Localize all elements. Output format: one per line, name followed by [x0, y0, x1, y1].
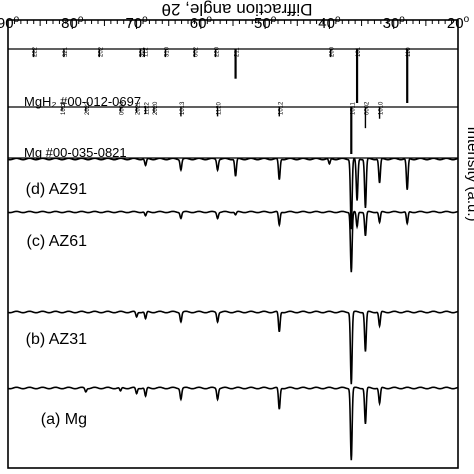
spectrum-label: (a) Mg — [41, 411, 87, 428]
reference-panel: MgH₂ #00-012-0697 110 101 200 211 220 002 310 11… — [24, 46, 412, 109]
reference-line-label: 2020 — [153, 101, 159, 115]
x-axis-ticks — [7, 20, 459, 29]
reference-line-label: 1120 — [217, 101, 223, 115]
reference-line-label: 321 — [63, 46, 69, 57]
reference-line-label: 310 — [165, 46, 171, 57]
x-tick-label: 80o — [61, 14, 84, 32]
reference-line-label: 202 — [98, 46, 104, 57]
reference-line-label: 220 — [215, 46, 221, 57]
x-tick-label: 30o — [383, 14, 406, 32]
y-axis-label: Intensity (a.u.) — [464, 126, 474, 221]
spectrum-line — [7, 310, 459, 385]
reference-line-label: 1012 — [278, 101, 284, 115]
spectrum-line — [7, 210, 459, 273]
reference-line-label: 301 — [139, 46, 145, 57]
spectrum: (d) AZ91 — [7, 157, 459, 230]
spectrum-label: (d) AZ91 — [26, 181, 87, 198]
reference-line-label: 101 — [356, 46, 362, 57]
x-tick-label: 50o — [254, 14, 277, 32]
reference-line-label: 110 — [406, 47, 412, 57]
spectrum: (a) Mg — [7, 386, 459, 461]
reference-line-label: 0002 — [364, 101, 370, 115]
reference-panels: MgH₂ #00-012-069711010120021122000231011… — [8, 46, 458, 160]
spectrum-line — [7, 157, 459, 230]
spectrum-line — [7, 386, 459, 461]
reference-line-label: 0004 — [120, 101, 126, 115]
reference-line-label: 222 — [33, 46, 39, 57]
reference-line-label: 1014 — [61, 101, 67, 115]
reference-line-label: 1013 — [180, 101, 186, 115]
reference-line-label: 200 — [330, 46, 336, 57]
reference-line-label: 2022 — [85, 101, 91, 115]
x-tick-label: 70o — [125, 14, 148, 32]
reference-panel: Mg #00-035-0821 1010 0002 1011 1012 1120 1013 2… — [24, 101, 385, 160]
x-tick-labels: 20o 30o 40o 50o 60o 70o 80o 90o — [0, 14, 470, 32]
spectrum-label: (c) AZ61 — [27, 233, 88, 250]
reference-line-label: 1010 — [379, 101, 385, 115]
x-tick-label: 90o — [0, 14, 20, 32]
reference-line-label: 112 — [143, 47, 149, 57]
reference-line-label: 1122 — [145, 101, 151, 115]
reference-name: MgH₂ #00-012-0697 — [24, 94, 141, 109]
spectrum-label: (b) AZ31 — [26, 331, 87, 348]
spectrum: (b) AZ31 — [7, 310, 459, 385]
reference-line-label: 1011 — [350, 101, 356, 115]
spectrum: (c) AZ61 — [7, 210, 459, 273]
reference-line-label: 2021 — [136, 101, 142, 115]
x-tick-label: 60o — [190, 14, 213, 32]
reference-line-label: 002 — [193, 46, 199, 57]
spectra: (a) Mg (b) AZ31 (c) AZ61 (d) AZ91 — [7, 157, 459, 461]
reference-line-label: 211 — [235, 47, 241, 57]
x-axis-label: Diffraction angle, 2θ — [162, 0, 313, 19]
x-tick-label: 40o — [318, 14, 341, 32]
x-tick-label: 20o — [447, 14, 470, 32]
reference-name: Mg #00-035-0821 — [24, 145, 127, 160]
